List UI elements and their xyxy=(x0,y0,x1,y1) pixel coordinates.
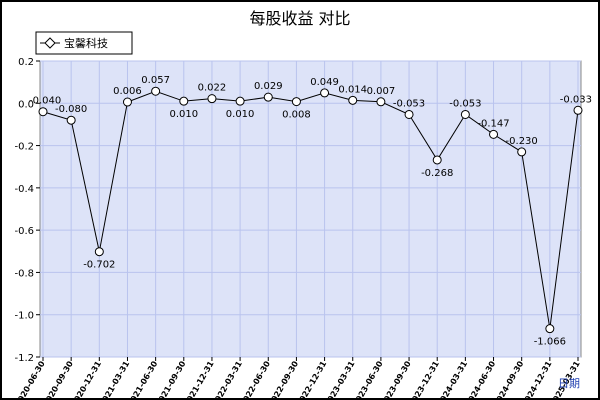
data-label: -0.033 xyxy=(560,94,592,105)
x-tick-label: 2024-09-30 xyxy=(492,359,526,398)
x-tick-label: 2024-06-30 xyxy=(464,359,498,398)
data-label: -0.230 xyxy=(506,136,538,147)
y-tick-label: 0.2 xyxy=(18,57,34,68)
data-label: 0.010 xyxy=(226,109,255,120)
data-point-marker xyxy=(263,92,273,102)
y-tick-label: -1.0 xyxy=(14,311,34,322)
x-tick-label: 2021-06-30 xyxy=(126,359,160,398)
y-axis-ticks: 0.2 0.0 -0.2 -0.4 -0.6 -0.8 -1.0 -1.2 xyxy=(14,57,40,364)
x-tick-label: 2022-03-31 xyxy=(210,359,244,398)
data-point-marker xyxy=(460,109,470,119)
y-tick-label: -0.4 xyxy=(14,184,34,195)
y-tick-label: -0.6 xyxy=(14,226,34,237)
data-label: 0.029 xyxy=(254,81,283,92)
chart-title: 每股收益 对比 xyxy=(249,9,350,28)
x-tick-label: 2022-06-30 xyxy=(239,359,273,398)
x-axis-label: 日期 xyxy=(558,377,580,390)
x-tick-label: 2022-12-31 xyxy=(295,359,329,398)
legend-entry-label: 宝馨科技 xyxy=(64,36,108,50)
x-tick-label: 2024-03-31 xyxy=(436,359,470,398)
x-tick-label: 2021-09-30 xyxy=(154,359,188,398)
x-tick-label: 2023-03-31 xyxy=(323,359,357,398)
data-point-marker xyxy=(207,94,217,104)
data-point-marker xyxy=(38,107,48,117)
x-tick-label: 2020-06-30 xyxy=(13,359,47,398)
data-label: -0.080 xyxy=(55,104,87,115)
data-point-marker xyxy=(66,115,76,125)
data-label: -0.040 xyxy=(29,96,61,107)
data-label: -0.702 xyxy=(83,260,115,271)
data-label: -0.268 xyxy=(421,168,453,179)
x-tick-label: 2022-09-30 xyxy=(267,359,301,398)
data-label: 0.057 xyxy=(141,75,170,86)
data-point-marker xyxy=(320,88,330,98)
data-point-marker xyxy=(573,105,583,115)
data-point-marker xyxy=(122,97,132,107)
x-tick-label: 2024-12-31 xyxy=(520,359,554,398)
x-axis-ticks: 2020-06-302020-09-302020-12-312021-03-31… xyxy=(13,357,582,398)
data-label: -1.066 xyxy=(534,337,566,348)
plot-area xyxy=(39,60,582,358)
data-point-marker xyxy=(94,247,104,257)
data-point-marker xyxy=(291,97,301,107)
series-line xyxy=(42,90,579,329)
x-tick-label: 2023-06-30 xyxy=(351,359,385,398)
x-tick-label: 2023-12-31 xyxy=(408,359,442,398)
y-tick-label: 0.0 xyxy=(18,99,34,110)
data-point-marker xyxy=(151,86,161,96)
data-point-marker xyxy=(517,147,527,157)
data-point-marker xyxy=(432,155,442,165)
data-point-marker xyxy=(376,97,386,107)
data-label: 0.022 xyxy=(198,83,227,94)
data-label: 0.008 xyxy=(282,110,311,121)
data-label: -0.053 xyxy=(393,98,425,109)
x-tick-label: 2021-12-31 xyxy=(182,359,216,398)
data-label: 0.006 xyxy=(113,86,142,97)
x-tick-label: 2020-09-30 xyxy=(42,359,76,398)
legend: 宝馨科技 xyxy=(35,31,133,55)
data-point-marker xyxy=(179,96,189,106)
y-tick-label: -0.8 xyxy=(14,268,34,279)
y-tick-label: -1.2 xyxy=(14,353,34,364)
data-point-marker xyxy=(348,95,358,105)
series-markers xyxy=(38,86,583,334)
data-point-marker xyxy=(235,96,245,106)
x-tick-label: 2021-03-31 xyxy=(98,359,132,398)
data-point-marker xyxy=(545,324,555,334)
x-tick-label: 2020-12-31 xyxy=(70,359,104,398)
data-label: 0.049 xyxy=(310,77,339,88)
legend-box xyxy=(35,31,133,55)
data-label: -0.053 xyxy=(449,98,481,109)
x-tick-label: 2023-09-30 xyxy=(379,359,413,398)
data-label: -0.147 xyxy=(477,118,509,129)
grid-lines xyxy=(40,60,581,358)
legend-diamond-icon xyxy=(44,37,56,49)
data-label: 0.010 xyxy=(169,109,198,120)
data-label: 0.014 xyxy=(338,84,367,95)
data-point-marker xyxy=(489,129,499,139)
data-point-marker xyxy=(404,109,414,119)
data-label: 0.007 xyxy=(367,86,396,97)
y-tick-label: -0.2 xyxy=(14,142,34,153)
